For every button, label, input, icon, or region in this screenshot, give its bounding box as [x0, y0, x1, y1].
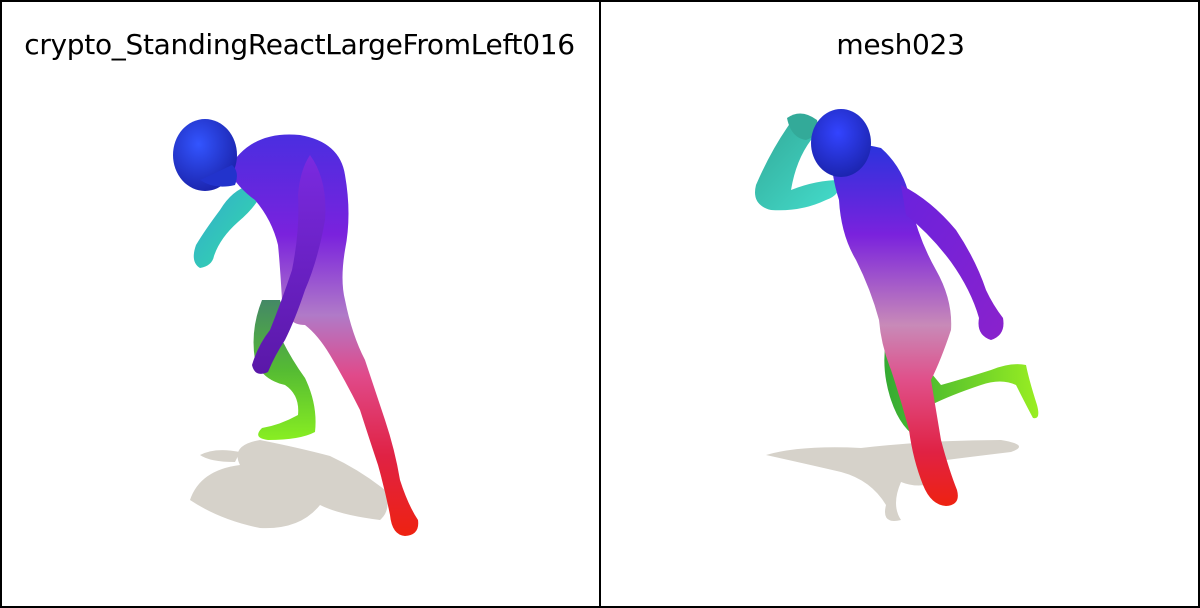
- arm-raised-right: [755, 121, 841, 211]
- panel-title-left: crypto_StandingReactLargeFromLeft016: [24, 28, 575, 61]
- torso-right: [831, 144, 958, 506]
- panel-left: crypto_StandingReactLargeFromLeft016: [0, 0, 599, 608]
- mesh-render-left: [173, 119, 419, 536]
- panel-right: mesh023: [601, 0, 1200, 608]
- shadow-left: [190, 440, 388, 529]
- arm-front-left: [252, 155, 326, 374]
- panel-divider: [599, 0, 601, 608]
- arm-back-left: [193, 185, 258, 268]
- panel-title-right: mesh023: [836, 28, 965, 61]
- fist-right: [787, 113, 818, 140]
- arm-right: [901, 185, 1004, 340]
- torso-left: [228, 134, 419, 536]
- head-right: [811, 109, 871, 177]
- shadow-right: [766, 440, 1019, 521]
- mesh-render-right: [755, 109, 1039, 521]
